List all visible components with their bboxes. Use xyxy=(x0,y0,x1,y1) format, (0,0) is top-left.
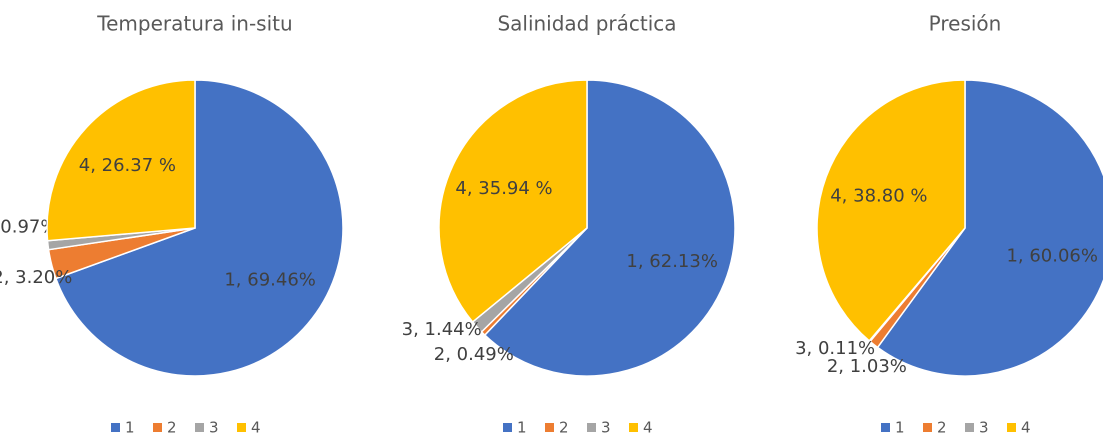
legend-swatch xyxy=(195,423,204,432)
legend-swatch xyxy=(237,423,246,432)
legend-swatch xyxy=(503,423,512,432)
legend-swatch xyxy=(587,423,596,432)
pie-slice xyxy=(816,79,966,342)
legend-label: 1 xyxy=(895,419,905,437)
legend-swatch xyxy=(923,423,932,432)
legend-swatch xyxy=(111,423,120,432)
data-label: 1, 60.06% xyxy=(1006,246,1098,267)
chart-title: Salinidad práctica xyxy=(497,12,676,36)
pie-slice xyxy=(54,79,344,377)
data-label: 4, 26.37 % xyxy=(79,155,176,176)
data-label: 4, 35.94 % xyxy=(455,178,552,199)
pie-slice xyxy=(46,79,196,242)
legend-label: 4 xyxy=(643,419,653,437)
legend-label: 4 xyxy=(251,419,261,437)
data-label: 3, 1.44% xyxy=(402,319,482,340)
data-label: 2, 1.03% xyxy=(827,356,907,377)
legend-swatch xyxy=(545,423,554,432)
data-label: 3, 0.97% xyxy=(0,216,57,237)
legend-swatch xyxy=(629,423,638,432)
data-label: 2, 0.49% xyxy=(434,344,514,365)
legend-label: 1 xyxy=(125,419,135,437)
legend-swatch xyxy=(965,423,974,432)
data-label: 1, 69.46% xyxy=(224,270,316,291)
legend-swatch xyxy=(1007,423,1016,432)
legend-swatch xyxy=(881,423,890,432)
data-label: 1, 62.13% xyxy=(626,251,718,272)
legend-label: 3 xyxy=(601,419,611,437)
pie-slice xyxy=(876,79,1103,377)
data-label: 4, 38.80 % xyxy=(830,185,927,206)
legend-label: 3 xyxy=(209,419,219,437)
legend-label: 1 xyxy=(517,419,527,437)
legend-label: 2 xyxy=(167,419,177,437)
legend-label: 2 xyxy=(559,419,569,437)
data-label: 2, 3.20% xyxy=(0,267,72,288)
legend-label: 4 xyxy=(1021,419,1031,437)
legend-label: 2 xyxy=(937,419,947,437)
pie-slice xyxy=(438,79,588,323)
chart-title: Presión xyxy=(929,12,1002,36)
legend-swatch xyxy=(153,423,162,432)
legend-label: 3 xyxy=(979,419,989,437)
chart-title: Temperatura in-situ xyxy=(96,12,292,36)
pie-slice xyxy=(483,79,736,377)
data-label: 3, 0.11% xyxy=(795,338,875,359)
